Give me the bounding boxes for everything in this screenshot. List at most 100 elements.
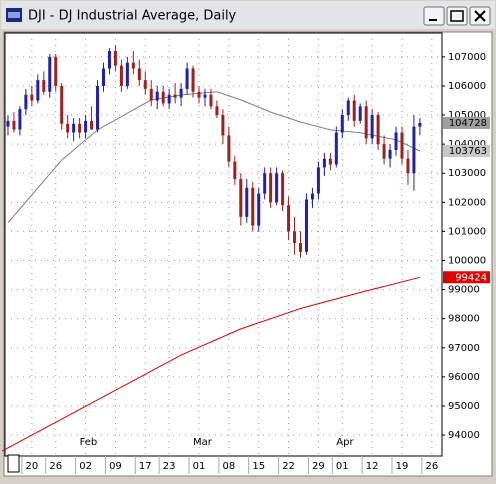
candle-body: [233, 161, 237, 180]
y-tick-label: 103000: [448, 168, 486, 179]
candle-body: [322, 158, 326, 168]
x-tick-label: 26: [425, 461, 438, 472]
x-tick-label: 01: [193, 461, 206, 472]
x-tick-label: 29: [312, 461, 325, 472]
y-tick-label: 98000: [448, 314, 480, 325]
minimize-button[interactable]: [423, 6, 445, 26]
x-tick-label: 02: [79, 461, 92, 472]
candle-body: [12, 120, 16, 130]
x-tick-label: 17: [139, 461, 152, 472]
candle-body: [287, 205, 291, 232]
candle-body: [316, 167, 320, 194]
price-marker-label: 99424: [455, 272, 487, 283]
candle-body: [6, 120, 10, 127]
maximize-button[interactable]: [446, 6, 468, 26]
candle-body: [143, 80, 147, 89]
candle-body: [161, 91, 165, 104]
candle-body: [66, 123, 70, 133]
candle-body: [358, 106, 362, 121]
x-tick-label: 09: [109, 461, 122, 472]
candle-body: [394, 132, 398, 150]
candle-body: [42, 80, 46, 92]
candle-body: [215, 106, 219, 116]
window-title: DJI - DJ Industrial Average, Daily: [28, 9, 237, 24]
y-tick-label: 99000: [448, 285, 480, 296]
y-tick-label: 94000: [448, 430, 480, 441]
candle-body: [36, 80, 40, 101]
candle-body: [382, 144, 386, 159]
y-tick-label: 101000: [448, 226, 486, 237]
ma-line: [1, 276, 421, 452]
candle-body: [30, 94, 34, 101]
candle-body: [125, 62, 129, 86]
candle-body: [388, 149, 392, 159]
candle-body: [113, 51, 117, 66]
candle-body: [364, 106, 368, 139]
x-tick-label: 20: [25, 461, 38, 472]
price-marker: [443, 116, 490, 129]
candle-body: [197, 91, 201, 98]
price-marker-label: 103763: [449, 146, 487, 157]
candle-body: [263, 173, 267, 194]
candle-body: [293, 231, 297, 244]
candle-body: [54, 56, 58, 86]
window-buttons: [423, 6, 491, 26]
ma-line: [7, 91, 421, 224]
candle-body: [310, 193, 314, 200]
candle-body: [257, 193, 261, 226]
candle-body: [84, 120, 88, 133]
x-tick-label: 15: [252, 461, 265, 472]
y-tick-label: 105000: [448, 110, 486, 121]
price-marker-label: 104728: [449, 118, 487, 129]
x-tick-label: 23: [163, 461, 176, 472]
y-tick-label: 106000: [448, 81, 486, 92]
candle-body: [101, 68, 105, 86]
y-tick-label: 107000: [448, 52, 486, 63]
y-tick-label: 96000: [448, 372, 480, 383]
candle-body: [352, 100, 356, 121]
candle-body: [209, 94, 213, 107]
candle-body: [72, 123, 76, 133]
month-label: Mar: [193, 437, 213, 448]
candle-body: [239, 179, 243, 217]
price-marker: [443, 271, 490, 284]
x-tick-label: 01: [336, 461, 349, 472]
y-tick-label: 102000: [448, 197, 486, 208]
candle-body: [346, 100, 350, 116]
candle-body: [304, 199, 308, 252]
x-tick-label: 12: [366, 461, 379, 472]
y-tick-label: 100000: [448, 256, 486, 267]
candle-body: [245, 187, 249, 217]
candle-body: [107, 51, 111, 69]
x-tick-label: 26: [49, 461, 62, 472]
candle-body: [78, 123, 82, 133]
candle-body: [155, 91, 159, 101]
candle-body: [48, 56, 52, 92]
candle-body: [167, 94, 171, 104]
y-tick-label: 97000: [448, 343, 480, 354]
candle-body: [96, 85, 100, 130]
price-marker: [443, 145, 490, 158]
candle-body: [406, 158, 410, 174]
x-tick-label: 08: [222, 461, 235, 472]
title-bar: [1, 1, 495, 29]
candle-body: [90, 120, 94, 130]
plot-area: [4, 32, 443, 457]
candle-body: [269, 173, 273, 203]
candle-body: [281, 173, 285, 206]
candle-body: [24, 94, 28, 110]
month-label: Apr: [336, 437, 354, 448]
candle-body: [370, 115, 374, 139]
y-tick-label: 95000: [448, 401, 480, 412]
candle-body: [131, 62, 135, 69]
candle-body: [221, 115, 225, 136]
candle-body: [185, 68, 189, 89]
scroll-box[interactable]: [7, 454, 20, 473]
candle-body: [18, 109, 22, 130]
candle-body: [328, 158, 332, 165]
candle-body: [334, 132, 338, 165]
candle-body: [418, 122, 422, 127]
x-tick-label: 22: [282, 461, 295, 472]
y-tick-label: 104000: [448, 139, 486, 150]
